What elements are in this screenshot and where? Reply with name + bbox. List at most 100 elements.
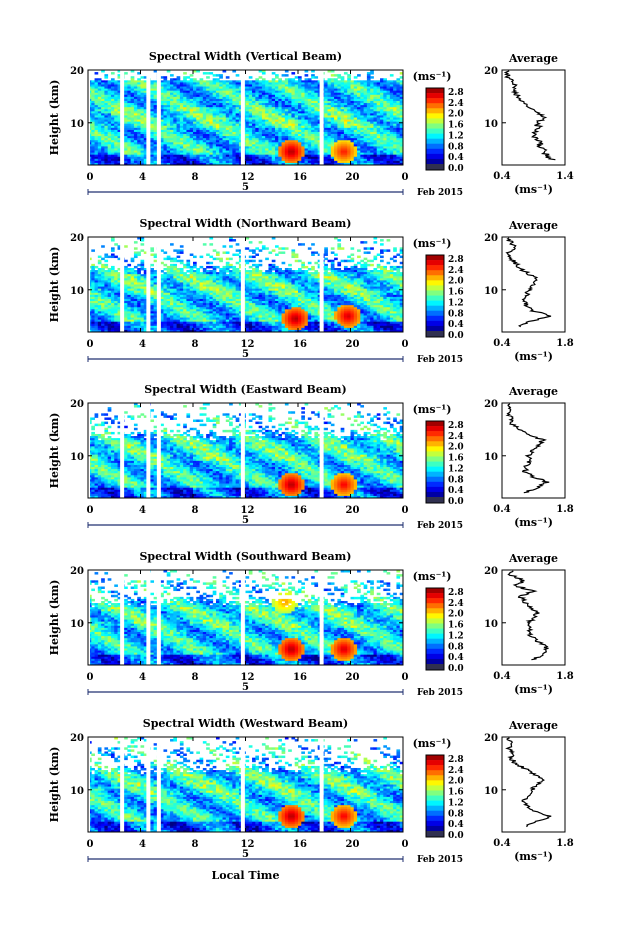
heat-cell (107, 117, 112, 120)
heat-cell (163, 103, 168, 106)
heat-cell (127, 103, 132, 106)
heat-cell (245, 156, 250, 160)
heat-cell (186, 138, 191, 141)
heat-cell (222, 154, 227, 158)
heat-cell (173, 88, 177, 92)
heat-cell (245, 119, 250, 123)
heat-cell (193, 80, 197, 83)
heat-cell (275, 125, 279, 129)
heat-cell (176, 113, 181, 116)
heat-cell (278, 150, 282, 154)
heat-cell (281, 121, 286, 125)
heat-cell (235, 129, 240, 133)
heat-cell (183, 80, 187, 83)
heat-cell (271, 94, 276, 98)
heat-cell (248, 107, 253, 110)
heat-cell (183, 107, 187, 110)
heat-cell (202, 90, 207, 94)
heat-cell (229, 131, 233, 135)
heat-cell (255, 136, 260, 139)
heat-cell (140, 107, 145, 110)
heat-cell (101, 88, 105, 92)
heat-cell (137, 154, 141, 158)
heat-cell (107, 134, 112, 137)
heat-cell (222, 148, 227, 151)
heat-cell (199, 100, 204, 104)
heat-cell (173, 94, 177, 98)
heat-cell (265, 80, 269, 83)
heat-cell (202, 129, 207, 133)
heat-cell (215, 127, 220, 131)
heat-cell (235, 146, 240, 149)
heat-cell (196, 142, 200, 145)
heat-cell (225, 148, 230, 151)
heat-cell (117, 113, 122, 116)
heat-cell (97, 105, 102, 108)
heat-cell (189, 113, 194, 116)
heat-cell (143, 107, 148, 110)
heat-cell (189, 121, 194, 125)
heat-cell (255, 105, 260, 108)
heat-cell (261, 113, 266, 116)
heat-cell (114, 105, 118, 108)
heat-cell (245, 158, 250, 162)
heat-cell (130, 90, 135, 94)
heat-cell (193, 78, 197, 81)
heat-cell (117, 140, 122, 143)
heat-cell (173, 80, 177, 83)
heat-cell (209, 121, 214, 125)
heat-cell (97, 98, 102, 102)
heat-cell (284, 74, 289, 77)
heat-cell (114, 96, 118, 100)
heat-cell (94, 162, 99, 166)
heatmap (88, 237, 404, 333)
heat-cell (130, 107, 135, 110)
heat-cell (114, 162, 118, 166)
heat-cell (143, 86, 148, 89)
heat-cell (261, 131, 266, 135)
heat-cell (163, 148, 168, 151)
heat-cell (245, 129, 250, 133)
heat-cell (202, 148, 207, 151)
heat-cell (235, 74, 240, 77)
heat-cell (196, 86, 200, 89)
heat-cell (219, 107, 223, 110)
heat-cell (268, 162, 273, 166)
heat-cell (189, 111, 194, 114)
heat-cell (160, 90, 164, 94)
heat-cell (265, 113, 269, 116)
heat-cell (137, 86, 141, 89)
heat-cell (186, 156, 191, 160)
heat-cell (265, 119, 269, 123)
heat-cell (127, 98, 132, 102)
heat-cell (110, 152, 115, 156)
heat-cell (186, 82, 191, 85)
heat-cell (265, 144, 269, 147)
heat-cell (143, 121, 148, 125)
heat-cell (94, 148, 99, 151)
heat-cell (143, 138, 148, 141)
heat-cell (91, 119, 95, 123)
heat-cell (189, 74, 194, 77)
heat-cell (94, 105, 99, 108)
heat-cell (170, 134, 174, 137)
heat-cell (238, 82, 243, 85)
heat-cell (278, 78, 282, 81)
heat-cell (252, 127, 256, 131)
heat-cell (94, 142, 99, 145)
heat-cell (202, 158, 207, 162)
heat-cell (150, 100, 155, 104)
heat-cell (183, 121, 187, 125)
x-tick-label: 0 (402, 172, 409, 183)
heat-cell (193, 129, 197, 133)
heat-cell (150, 88, 155, 92)
heat-cell (245, 115, 250, 118)
heat-cell (179, 117, 184, 120)
heat-cell (202, 94, 207, 98)
heat-cell (222, 103, 227, 106)
heat-cell (212, 107, 217, 110)
heat-cell (193, 107, 197, 110)
heat-cell (107, 136, 112, 139)
heat-cell (232, 86, 237, 89)
heat-cell (94, 115, 99, 118)
